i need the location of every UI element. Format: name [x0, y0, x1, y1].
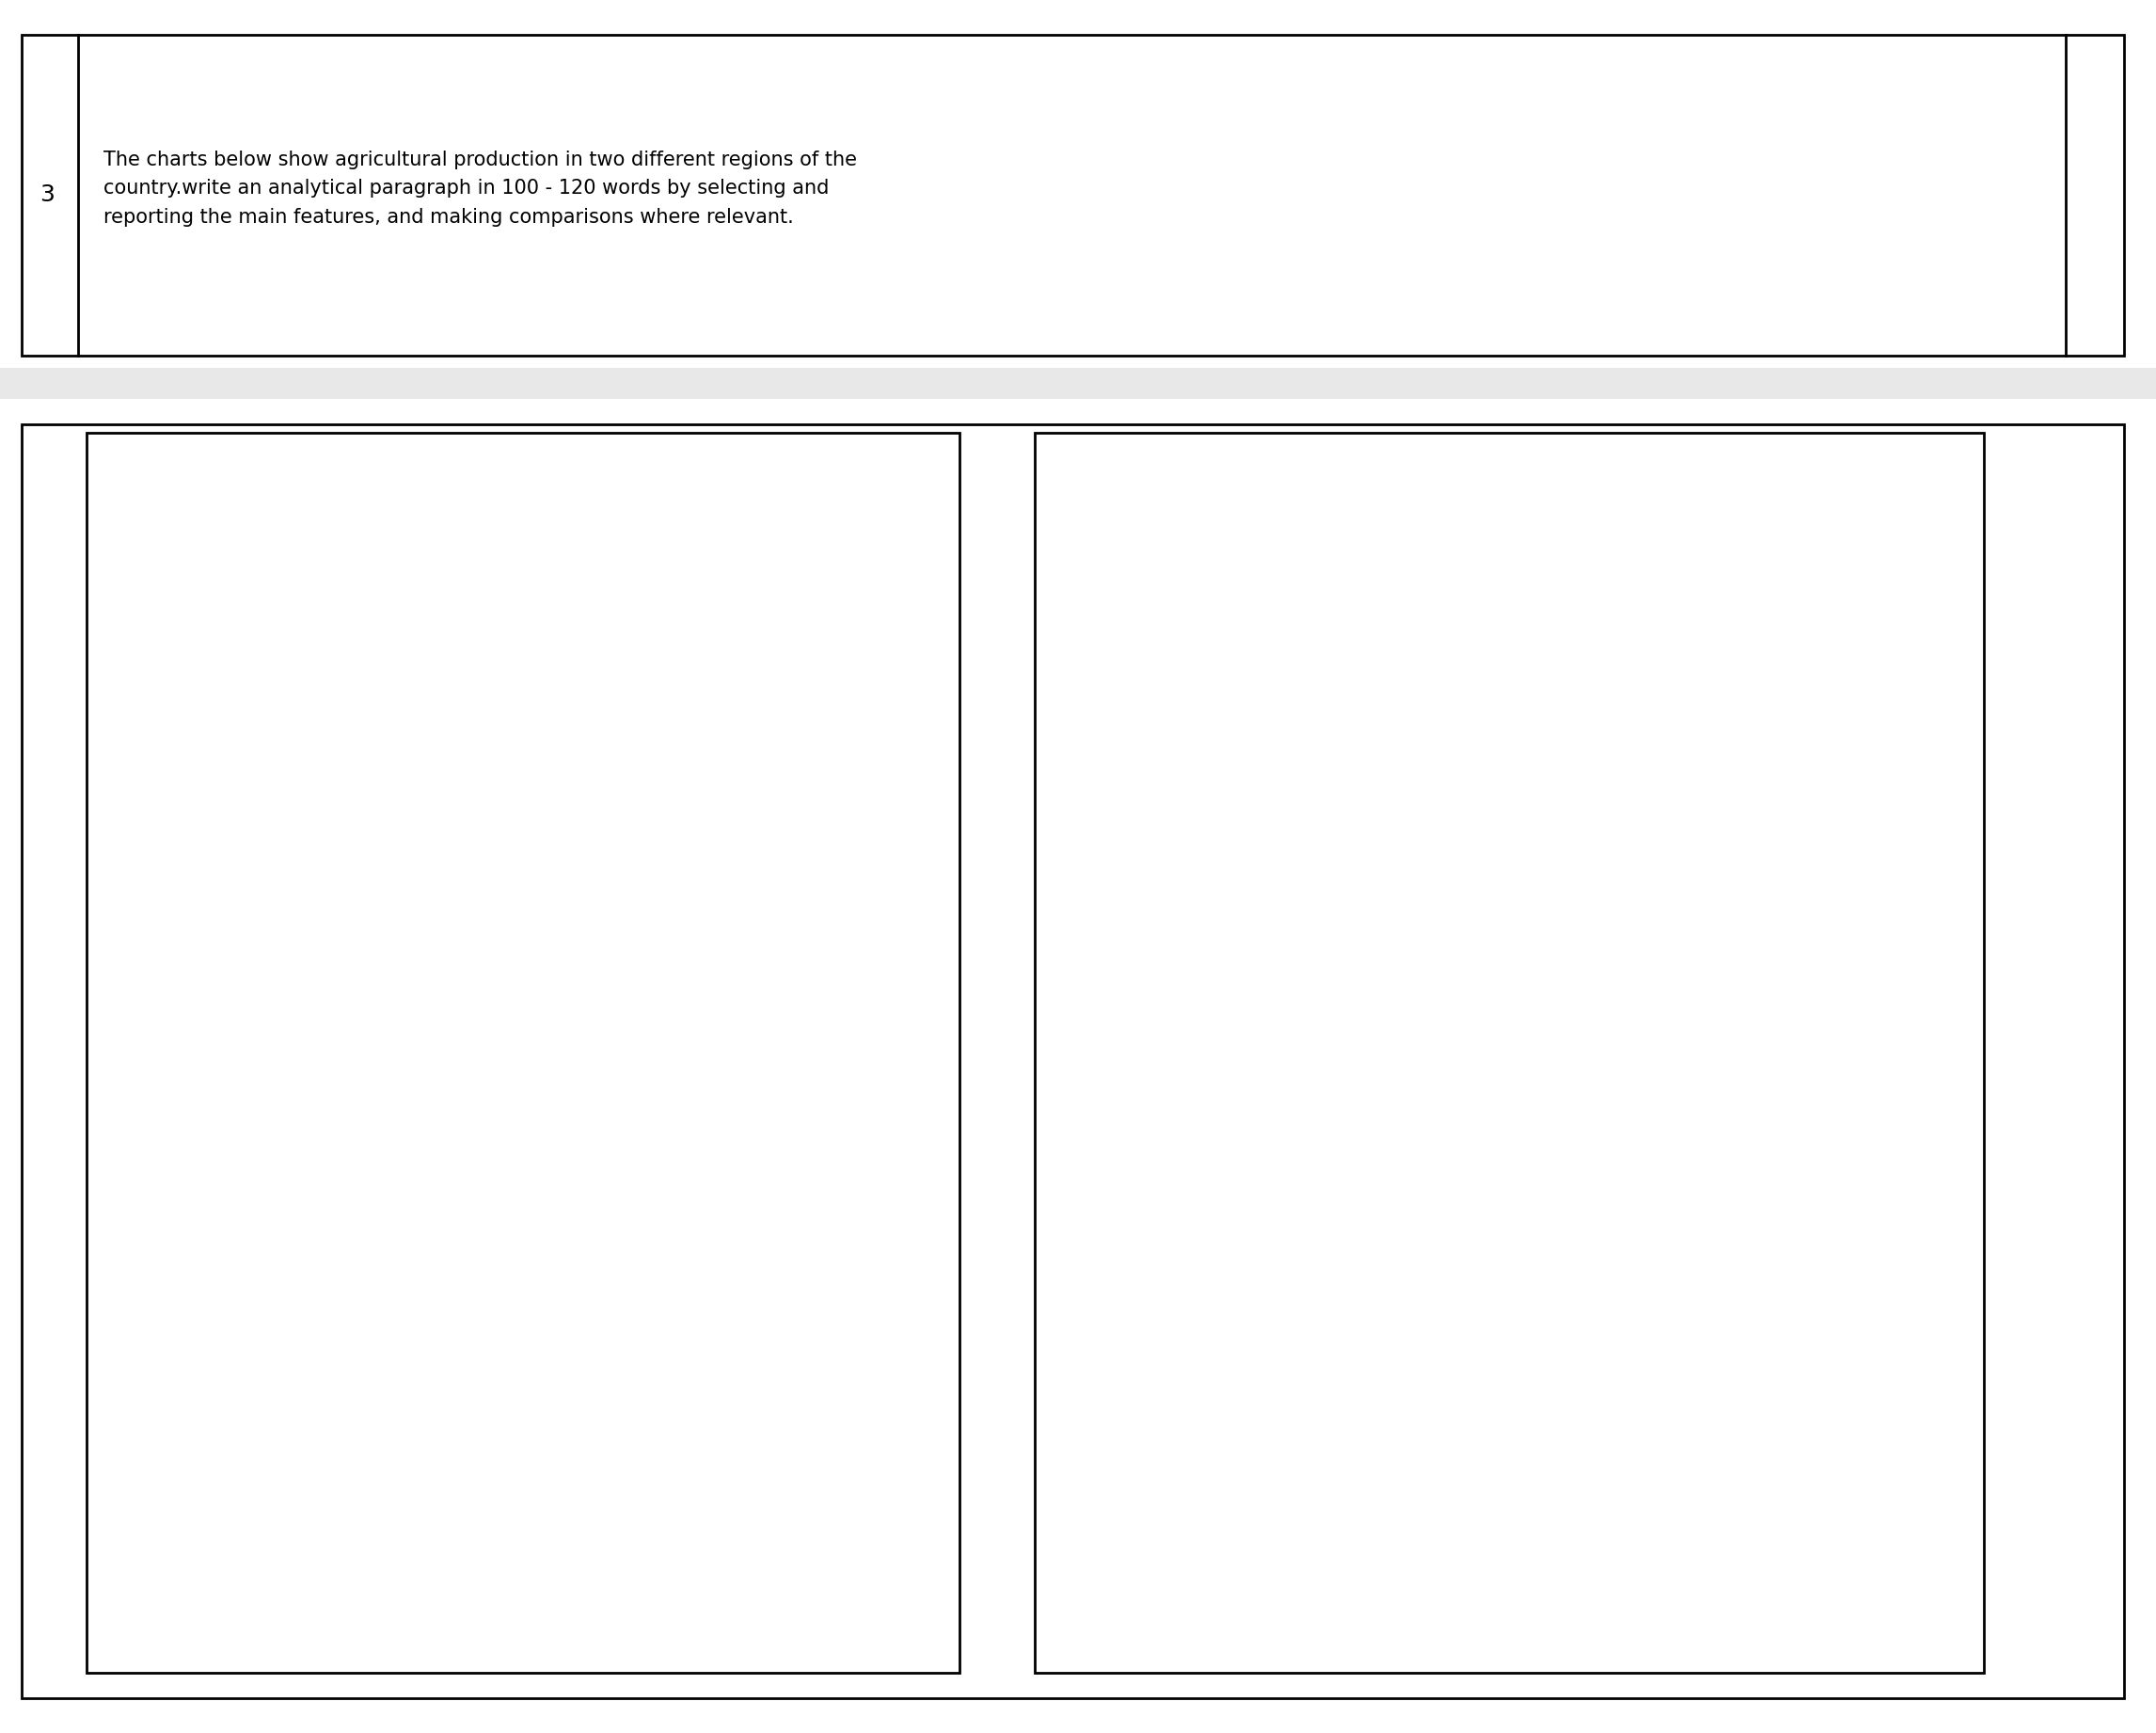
Wedge shape: [196, 875, 507, 1352]
Wedge shape: [1423, 1057, 1647, 1333]
Bar: [1035, 433, 1984, 1672]
Bar: [86, 433, 959, 1672]
Wedge shape: [257, 747, 507, 1057]
Wedge shape: [1423, 782, 1699, 1220]
Text: Vegetables
20%: Vegetables 20%: [511, 846, 612, 884]
Title: Eastern Region: Eastern Region: [384, 624, 630, 652]
Bar: [22, 35, 2124, 355]
Wedge shape: [1337, 782, 1423, 1057]
Text: 3: 3: [41, 184, 54, 206]
Text: Grain
15%: Grain 15%: [414, 1262, 464, 1300]
Text: Meat
35%: Meat 35%: [1235, 1010, 1281, 1048]
Text: Dairy
30%: Dairy 30%: [645, 1125, 692, 1163]
Title: Western Region: Western Region: [1294, 667, 1552, 695]
Text: Vegetables
5%: Vegetables 5%: [1464, 702, 1759, 789]
Text: Dairy
15%: Dairy 15%: [1559, 932, 1608, 972]
Text: The charts below show agricultural production in two different regions of the
co: The charts below show agricultural produ…: [103, 151, 856, 227]
Bar: [22, 425, 2124, 1698]
Wedge shape: [1147, 795, 1423, 1333]
Wedge shape: [507, 747, 817, 1239]
Wedge shape: [412, 1057, 757, 1367]
Bar: [0, 367, 2156, 399]
Text: Meat
35%: Meat 35%: [313, 1007, 358, 1045]
Text: Grain
45%: Grain 45%: [1460, 1177, 1509, 1215]
